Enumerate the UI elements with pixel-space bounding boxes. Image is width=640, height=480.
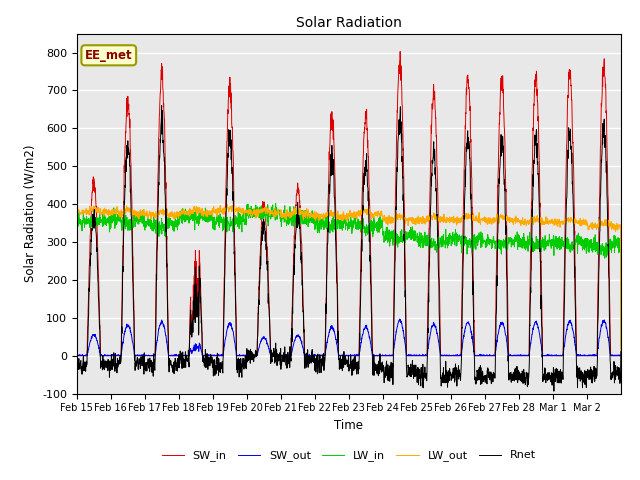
SW_in	[73, 353, 81, 359]
LW_out	[223, 201, 231, 207]
SW_out	[320, 353, 328, 359]
LW_in	[272, 201, 280, 206]
LW_in	[88, 217, 95, 223]
Rnet	[132, 363, 140, 369]
SW_out	[133, 353, 141, 359]
Rnet	[550, 388, 557, 394]
LW_in	[115, 216, 123, 222]
LW_out	[115, 208, 123, 214]
Line: LW_in: LW_in	[77, 204, 621, 348]
SW_in	[320, 353, 328, 359]
SW_out	[73, 352, 81, 358]
Y-axis label: Solar Radiation (W/m2): Solar Radiation (W/m2)	[24, 145, 36, 282]
LW_in	[617, 345, 625, 351]
LW_out	[132, 211, 140, 216]
Rnet	[158, 103, 166, 108]
SW_out	[88, 334, 96, 340]
Rnet	[88, 226, 95, 231]
LW_out	[88, 207, 95, 213]
SW_in	[617, 353, 625, 359]
SW_in	[534, 105, 541, 111]
Line: SW_out: SW_out	[77, 319, 621, 356]
SW_in	[132, 353, 140, 359]
LW_in	[320, 227, 328, 232]
LW_in	[132, 219, 140, 225]
Rnet	[73, 363, 81, 369]
Rnet	[320, 368, 328, 373]
X-axis label: Time: Time	[334, 419, 364, 432]
LW_out	[320, 213, 328, 218]
SW_out	[115, 353, 123, 359]
LW_out	[617, 350, 625, 356]
Text: EE_met: EE_met	[85, 49, 132, 62]
SW_in	[115, 353, 123, 359]
LW_in	[534, 236, 541, 242]
SW_in	[88, 198, 95, 204]
Line: Rnet: Rnet	[77, 106, 621, 391]
LW_in	[148, 219, 156, 225]
LW_out	[534, 216, 541, 222]
Rnet	[148, 358, 156, 364]
Legend: SW_in, SW_out, LW_in, LW_out, Rnet: SW_in, SW_out, LW_in, LW_out, Rnet	[157, 446, 540, 466]
Line: SW_in: SW_in	[77, 51, 621, 356]
LW_out	[73, 206, 81, 212]
SW_in	[148, 353, 156, 359]
Line: LW_out: LW_out	[77, 204, 621, 353]
SW_out	[617, 353, 625, 359]
LW_in	[73, 216, 81, 222]
Rnet	[617, 349, 625, 355]
SW_out	[73, 353, 81, 359]
Title: Solar Radiation: Solar Radiation	[296, 16, 402, 30]
SW_out	[396, 316, 404, 322]
SW_out	[148, 353, 156, 359]
SW_in	[396, 48, 404, 54]
SW_out	[534, 325, 542, 331]
Rnet	[534, 159, 541, 165]
Rnet	[115, 362, 123, 368]
LW_out	[148, 215, 156, 220]
